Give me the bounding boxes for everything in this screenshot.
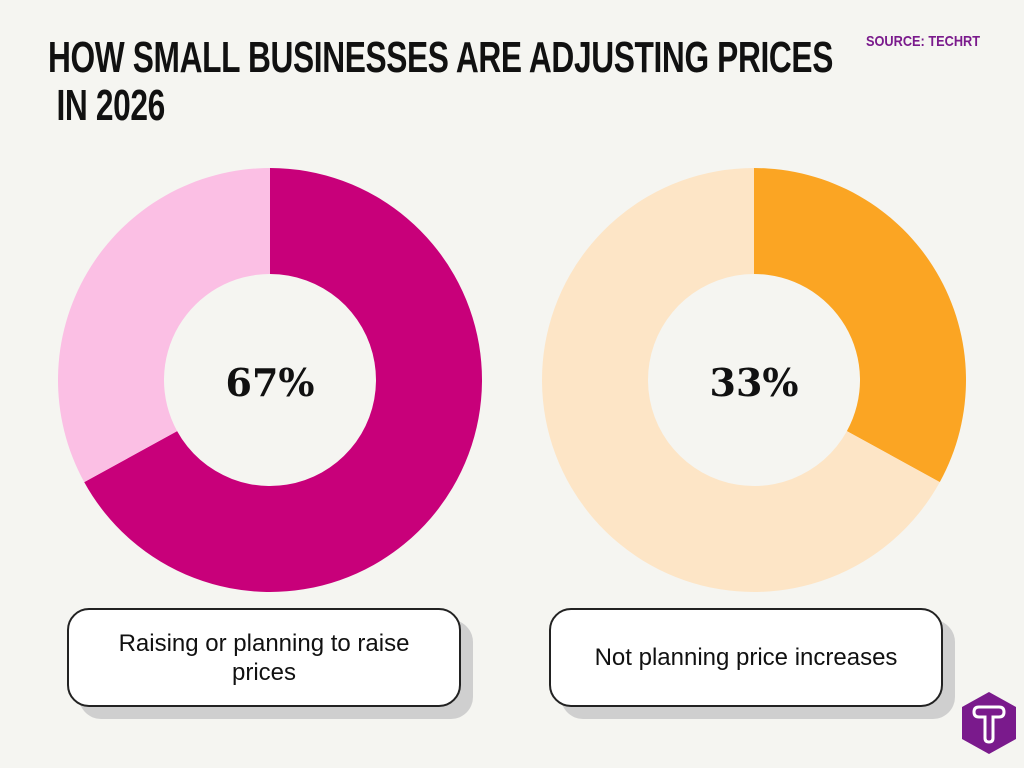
donut-chart-raising bbox=[57, 168, 482, 593]
donut-slice-remainder bbox=[57, 168, 271, 483]
donut-slice-main bbox=[754, 168, 967, 483]
donut-slice-main bbox=[84, 168, 482, 593]
center-label-raising: 67% bbox=[226, 360, 315, 405]
caption-box-not-planning: Not planning price increases bbox=[549, 608, 943, 707]
chart-title: HOW SMALL BUSINESSES ARE ADJUSTING PRICE… bbox=[48, 33, 833, 130]
caption-box-raising: Raising or planning to raise prices bbox=[67, 608, 461, 707]
source-label: SOURCE: TECHRT bbox=[866, 33, 981, 50]
techrt-logo-icon bbox=[962, 692, 1016, 754]
donut-slice-remainder bbox=[542, 168, 940, 593]
caption-raising: Raising or planning to raise prices bbox=[118, 629, 410, 686]
caption-not-planning: Not planning price increases bbox=[594, 644, 898, 671]
donut-chart-not-planning bbox=[542, 168, 967, 593]
center-label-not-planning: 33% bbox=[710, 360, 799, 405]
